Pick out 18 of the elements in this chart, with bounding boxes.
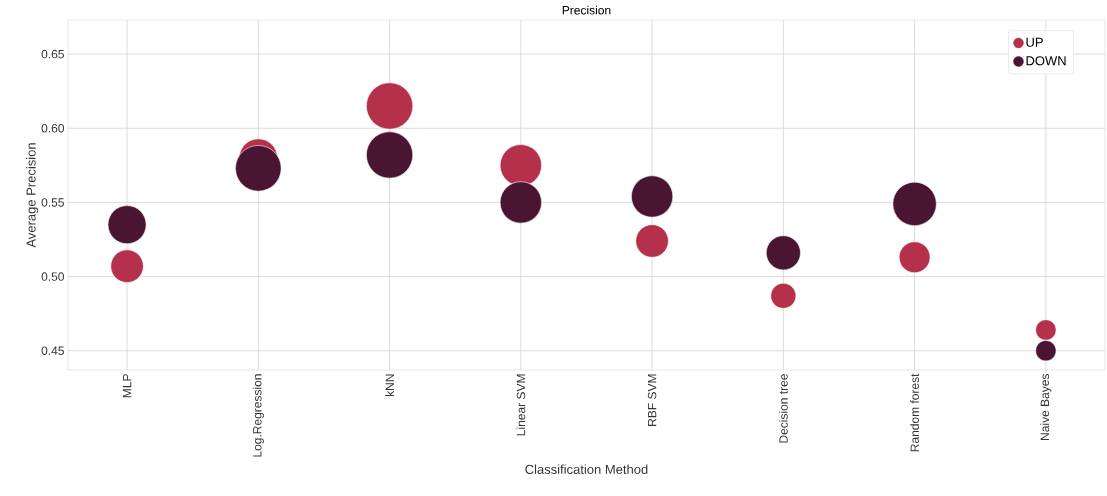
x-tick-label: RBF SVM	[647, 374, 657, 426]
x-tick-label: Random forest	[910, 373, 920, 452]
y-tick-label: 0.65	[41, 49, 64, 59]
x-tick-label: Naive Bayes	[1040, 373, 1052, 440]
x-tick-label: Linear SVM	[516, 374, 526, 436]
x-tick-label: Log.Regression	[252, 374, 264, 457]
chart-title: Precision	[562, 5, 611, 15]
y-tick-label: 0.60	[41, 124, 65, 133]
x-tick-label: Decision tree	[778, 374, 788, 443]
legend-label: DOWN	[1026, 56, 1066, 66]
y-tick-label: 0.45	[41, 346, 64, 355]
y-tick-label: 0.50	[41, 272, 65, 281]
x-tick-label: kNN	[385, 374, 394, 397]
x-tick-label: MLP	[122, 374, 132, 398]
x-axis-title: Classification Method	[525, 464, 648, 474]
legend-label: UP	[1026, 37, 1043, 47]
y-tick-label: 0.55	[41, 198, 64, 207]
y-axis-title: Average Precision	[26, 143, 39, 248]
